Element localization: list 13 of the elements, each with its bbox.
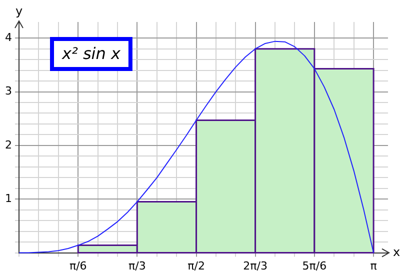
- x-tick-label: 5π/6: [302, 259, 327, 272]
- y-tick-label: 2: [5, 138, 12, 152]
- y-axis-title: y: [15, 4, 23, 18]
- y-tick-label: 4: [5, 30, 12, 44]
- x-tick-label: π: [370, 259, 378, 272]
- y-tick-label: 3: [5, 84, 12, 98]
- x-tick-label: π/2: [188, 259, 205, 272]
- x-tick-label: 2π/3: [243, 259, 268, 272]
- annotation: x² sin x: [61, 44, 121, 64]
- x-axis-title: x: [393, 244, 400, 259]
- x-tick-label: π/6: [69, 259, 87, 272]
- x-tick-label: π/3: [128, 259, 146, 272]
- y-tick-label: 1: [5, 192, 12, 205]
